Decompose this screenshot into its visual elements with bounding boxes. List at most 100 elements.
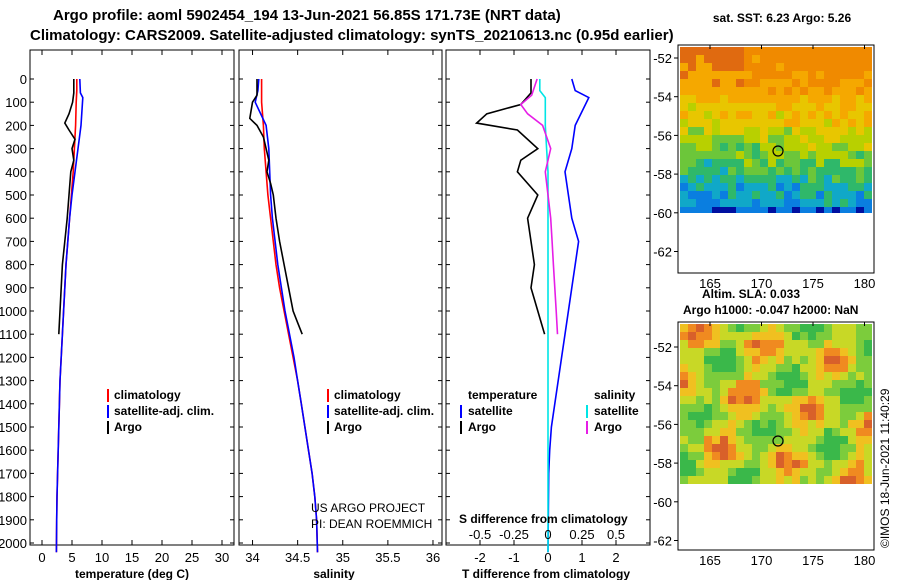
sla-cell	[688, 372, 696, 380]
sla-cell	[784, 340, 792, 348]
sla-cell	[824, 380, 832, 388]
sla-cell	[848, 332, 856, 340]
sla-cell	[768, 404, 776, 412]
sla-cell	[816, 476, 824, 484]
sla-cell	[704, 332, 712, 340]
sst-cell	[848, 79, 856, 87]
sst-cell	[816, 175, 824, 183]
depth-tick-label: 600	[5, 211, 27, 226]
sst-cell	[704, 103, 712, 111]
sla-cell	[712, 372, 720, 380]
sst-cell	[752, 111, 760, 119]
sla-cell	[784, 324, 792, 332]
sla-cell	[856, 380, 864, 388]
sst-cell	[808, 87, 816, 95]
sla-cell	[760, 348, 768, 356]
sla-cell	[848, 372, 856, 380]
sla-cell	[824, 388, 832, 396]
sst-cell	[816, 159, 824, 167]
sst-cell	[856, 207, 864, 215]
sla-cell	[776, 324, 784, 332]
sst-cell	[848, 135, 856, 143]
sst-cell	[768, 151, 776, 159]
sla-cell	[864, 436, 872, 444]
sst-cell	[840, 199, 848, 207]
x-tick-label: 34	[245, 550, 259, 565]
sst-cell	[704, 151, 712, 159]
sst-cell	[728, 151, 736, 159]
sst-cell	[832, 175, 840, 183]
sst-cell	[736, 135, 744, 143]
sla-cell	[688, 348, 696, 356]
sst-cell	[792, 87, 800, 95]
sst-cell	[808, 103, 816, 111]
sst-cell	[840, 191, 848, 199]
sst-cell	[760, 55, 768, 63]
sla-cell	[792, 468, 800, 476]
depth-tick-label: 1400	[0, 397, 27, 412]
sst-cell	[696, 87, 704, 95]
sst-cell	[728, 207, 736, 215]
sst-cell	[824, 71, 832, 79]
sst-cell	[824, 191, 832, 199]
sla-cell	[848, 412, 856, 420]
sst-cell	[816, 167, 824, 175]
sst-cell	[856, 159, 864, 167]
sst-cell	[696, 111, 704, 119]
sst-cell	[736, 79, 744, 87]
sla-cell	[824, 452, 832, 460]
sst-field	[679, 47, 873, 272]
sla-cell	[680, 468, 688, 476]
sla-cell	[776, 468, 784, 476]
legend-t-satellite-label: satellite	[468, 404, 513, 418]
sst-cell	[712, 55, 720, 63]
sla-cell	[792, 436, 800, 444]
sst-cell	[776, 135, 784, 143]
sst-cell	[784, 47, 792, 55]
sst-cell	[760, 175, 768, 183]
sst-cell	[840, 135, 848, 143]
sst-cell	[848, 143, 856, 151]
sst-cell	[856, 55, 864, 63]
sla-cell	[720, 356, 728, 364]
sla-cell	[712, 340, 720, 348]
sst-cell	[792, 111, 800, 119]
sla-cell	[784, 460, 792, 468]
sst-cell	[848, 95, 856, 103]
sst-cell	[728, 143, 736, 151]
sst-cell	[688, 79, 696, 87]
sla-cell	[704, 364, 712, 372]
sla-cell	[720, 372, 728, 380]
depth-tick-label: 1200	[0, 350, 27, 365]
sst-cell	[720, 143, 728, 151]
sst-cell	[816, 143, 824, 151]
sst-cell	[816, 135, 824, 143]
sst-cell	[800, 103, 808, 111]
sst-cell	[792, 159, 800, 167]
sst-cell	[776, 191, 784, 199]
sla-cell	[704, 460, 712, 468]
sla-cell	[840, 428, 848, 436]
difference-legend: temperature salinity satellite Argo sate…	[460, 388, 639, 434]
sla-cell	[712, 332, 720, 340]
sla-cell	[832, 412, 840, 420]
sla-cell	[768, 412, 776, 420]
sst-cell	[856, 103, 864, 111]
sla-cell	[688, 452, 696, 460]
sst-cell	[744, 159, 752, 167]
sla-cell	[864, 428, 872, 436]
sla-cell	[784, 436, 792, 444]
sst-cell	[752, 103, 760, 111]
sla-cell	[840, 436, 848, 444]
sla-cell	[680, 380, 688, 388]
sst-cell	[784, 199, 792, 207]
sst-cell	[816, 183, 824, 191]
depth-tick-label: 1800	[0, 490, 27, 505]
s-difference-axis-label: S difference from climatology	[459, 512, 628, 526]
sst-cell	[680, 135, 688, 143]
sla-cell	[824, 428, 832, 436]
sla-cell	[856, 388, 864, 396]
series-temperature-argo	[474, 79, 546, 335]
sst-cell	[808, 207, 816, 215]
sla-cell	[688, 324, 696, 332]
